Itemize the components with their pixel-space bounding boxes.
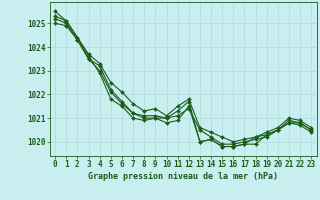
X-axis label: Graphe pression niveau de la mer (hPa): Graphe pression niveau de la mer (hPa) [88,172,278,181]
